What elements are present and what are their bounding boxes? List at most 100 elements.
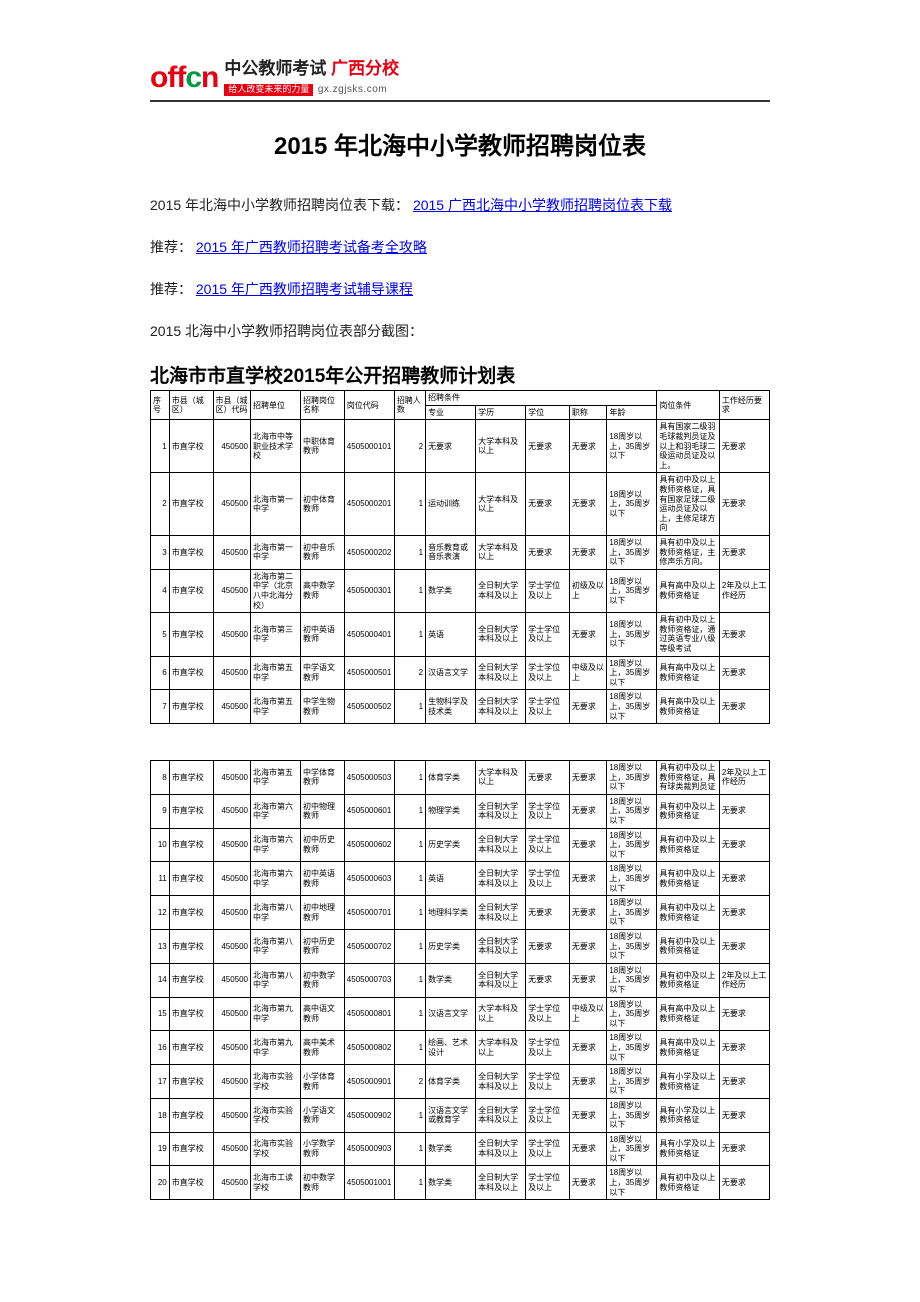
cell-cnt: 1 xyxy=(394,862,425,896)
cell-area: 市直学校 xyxy=(169,569,213,612)
cell-code: 450500 xyxy=(213,828,251,862)
cell-area: 市直学校 xyxy=(169,862,213,896)
cell-deg: 无要求 xyxy=(526,963,570,997)
cell-edu: 大学本科及以上 xyxy=(476,761,526,795)
col-area: 市县（城区） xyxy=(169,391,213,420)
cell-title: 无要求 xyxy=(569,794,607,828)
cell-age: 18周岁以上，35周岁以下 xyxy=(607,862,657,896)
cell-code: 450500 xyxy=(213,896,251,930)
cell-seq: 15 xyxy=(151,997,170,1031)
cell-area: 市直学校 xyxy=(169,690,213,724)
cell-pcode: 4505000703 xyxy=(344,963,394,997)
cell-title: 无要求 xyxy=(569,896,607,930)
cell-pos: 初中物理教师 xyxy=(301,794,345,828)
table-row: 3市直学校450500北海市第一中学初中音乐教师45050002021音乐教育或… xyxy=(151,536,770,570)
cell-pos: 初中地理教师 xyxy=(301,896,345,930)
cell-area: 市直学校 xyxy=(169,613,213,656)
cell-exp: 无要求 xyxy=(719,1098,769,1132)
cell-unit: 北海市第八中学 xyxy=(251,896,301,930)
cell-exp: 无要求 xyxy=(719,1065,769,1099)
cell-deg: 学士学位及以上 xyxy=(526,1166,570,1200)
cell-unit: 北海市实验学校 xyxy=(251,1065,301,1099)
cell-cnt: 1 xyxy=(394,930,425,964)
cell-deg: 无要求 xyxy=(526,420,570,473)
cell-cond: 具有高中及以上教师资格证 xyxy=(657,997,720,1031)
cell-seq: 11 xyxy=(151,862,170,896)
rec2-link[interactable]: 2015 年广西教师招聘考试辅导课程 xyxy=(196,281,413,297)
cell-pos: 中学生物教师 xyxy=(301,690,345,724)
cell-cond: 具有高中及以上教师资格证 xyxy=(657,1031,720,1065)
cell-deg: 学士学位及以上 xyxy=(526,690,570,724)
cell-code: 450500 xyxy=(213,1065,251,1099)
cell-cond: 具有初中及以上教师资格证，具有球类裁判员证 xyxy=(657,761,720,795)
cell-exp: 无要求 xyxy=(719,828,769,862)
cell-title: 无要求 xyxy=(569,536,607,570)
download-link[interactable]: 2015 广西北海中小学教师招聘岗位表下载 xyxy=(413,197,672,213)
cell-deg: 学士学位及以上 xyxy=(526,862,570,896)
col-pos: 招聘岗位名称 xyxy=(301,391,345,420)
cell-unit: 北海市第八中学 xyxy=(251,930,301,964)
table-row: 11市直学校450500北海市第六中学初中英语教师45050006031英语全日… xyxy=(151,862,770,896)
cell-pcode: 4505000503 xyxy=(344,761,394,795)
cell-exp: 2年及以上工作经历 xyxy=(719,963,769,997)
cell-unit: 北海市实验学校 xyxy=(251,1098,301,1132)
col-age: 年龄 xyxy=(607,405,657,420)
cell-edu: 全日制大学本科及以上 xyxy=(476,690,526,724)
cell-major: 生物科学及技术类 xyxy=(426,690,476,724)
cell-pcode: 4505000601 xyxy=(344,794,394,828)
cell-pos: 高中美术教师 xyxy=(301,1031,345,1065)
cell-seq: 13 xyxy=(151,930,170,964)
logo-cn-line: 中公教师考试 广西分校 xyxy=(224,60,399,79)
cell-area: 市直学校 xyxy=(169,828,213,862)
cell-cnt: 2 xyxy=(394,420,425,473)
cell-unit: 北海市实验学校 xyxy=(251,1132,301,1166)
cell-cond: 具有初中及以上教师资格证 xyxy=(657,1166,720,1200)
cell-seq: 5 xyxy=(151,613,170,656)
cell-age: 18周岁以上，35周岁以下 xyxy=(607,690,657,724)
cell-pos: 高中语文教师 xyxy=(301,997,345,1031)
cell-cnt: 2 xyxy=(394,1065,425,1099)
rec-line-1: 推荐： 2015 年广西教师招聘考试备考全攻略 xyxy=(150,233,770,261)
cell-exp: 2年及以上工作经历 xyxy=(719,569,769,612)
cell-seq: 18 xyxy=(151,1098,170,1132)
cell-unit: 北海市第一中学 xyxy=(251,473,301,536)
cell-unit: 北海市第一中学 xyxy=(251,536,301,570)
cell-pos: 小学语文教师 xyxy=(301,1098,345,1132)
col-title: 职称 xyxy=(569,405,607,420)
cell-age: 18周岁以上，35周岁以下 xyxy=(607,536,657,570)
cell-title: 无要求 xyxy=(569,613,607,656)
cell-major: 绘画、艺术设计 xyxy=(426,1031,476,1065)
cell-age: 18周岁以上，35周岁以下 xyxy=(607,1098,657,1132)
cell-deg: 学士学位及以上 xyxy=(526,794,570,828)
cell-cond: 具有国家二级羽毛球裁判员证及以上和羽毛球二级运动员证及以上。 xyxy=(657,420,720,473)
header-rule xyxy=(150,100,770,102)
cell-pcode: 4505001001 xyxy=(344,1166,394,1200)
cell-age: 18周岁以上，35周岁以下 xyxy=(607,794,657,828)
cell-age: 18周岁以上，35周岁以下 xyxy=(607,896,657,930)
cell-title: 无要求 xyxy=(569,473,607,536)
cell-cnt: 1 xyxy=(394,1132,425,1166)
cell-age: 18周岁以上，35周岁以下 xyxy=(607,569,657,612)
cell-deg: 学士学位及以上 xyxy=(526,1132,570,1166)
cell-cnt: 1 xyxy=(394,1098,425,1132)
cell-deg: 无要求 xyxy=(526,930,570,964)
cell-cond: 具有初中及以上教师资格证 xyxy=(657,896,720,930)
cell-major: 英语 xyxy=(426,613,476,656)
cell-seq: 7 xyxy=(151,690,170,724)
cell-major: 体育学类 xyxy=(426,761,476,795)
cell-area: 市直学校 xyxy=(169,896,213,930)
cell-pos: 高中数学教师 xyxy=(301,569,345,612)
col-edu: 学历 xyxy=(476,405,526,420)
table-row: 15市直学校450500北海市第九中学高中语文教师45050008011汉语言文… xyxy=(151,997,770,1031)
cell-age: 18周岁以上，35周岁以下 xyxy=(607,963,657,997)
cell-pos: 中学语文教师 xyxy=(301,656,345,690)
cell-major: 历史学类 xyxy=(426,930,476,964)
cell-unit: 北海市第九中学 xyxy=(251,997,301,1031)
cell-code: 450500 xyxy=(213,1166,251,1200)
cell-title: 无要求 xyxy=(569,1132,607,1166)
cell-exp: 无要求 xyxy=(719,1132,769,1166)
cell-area: 市直学校 xyxy=(169,1031,213,1065)
cell-edu: 全日制大学本科及以上 xyxy=(476,1098,526,1132)
cell-pos: 初中历史教师 xyxy=(301,930,345,964)
rec1-link[interactable]: 2015 年广西教师招聘考试备考全攻略 xyxy=(196,239,427,255)
